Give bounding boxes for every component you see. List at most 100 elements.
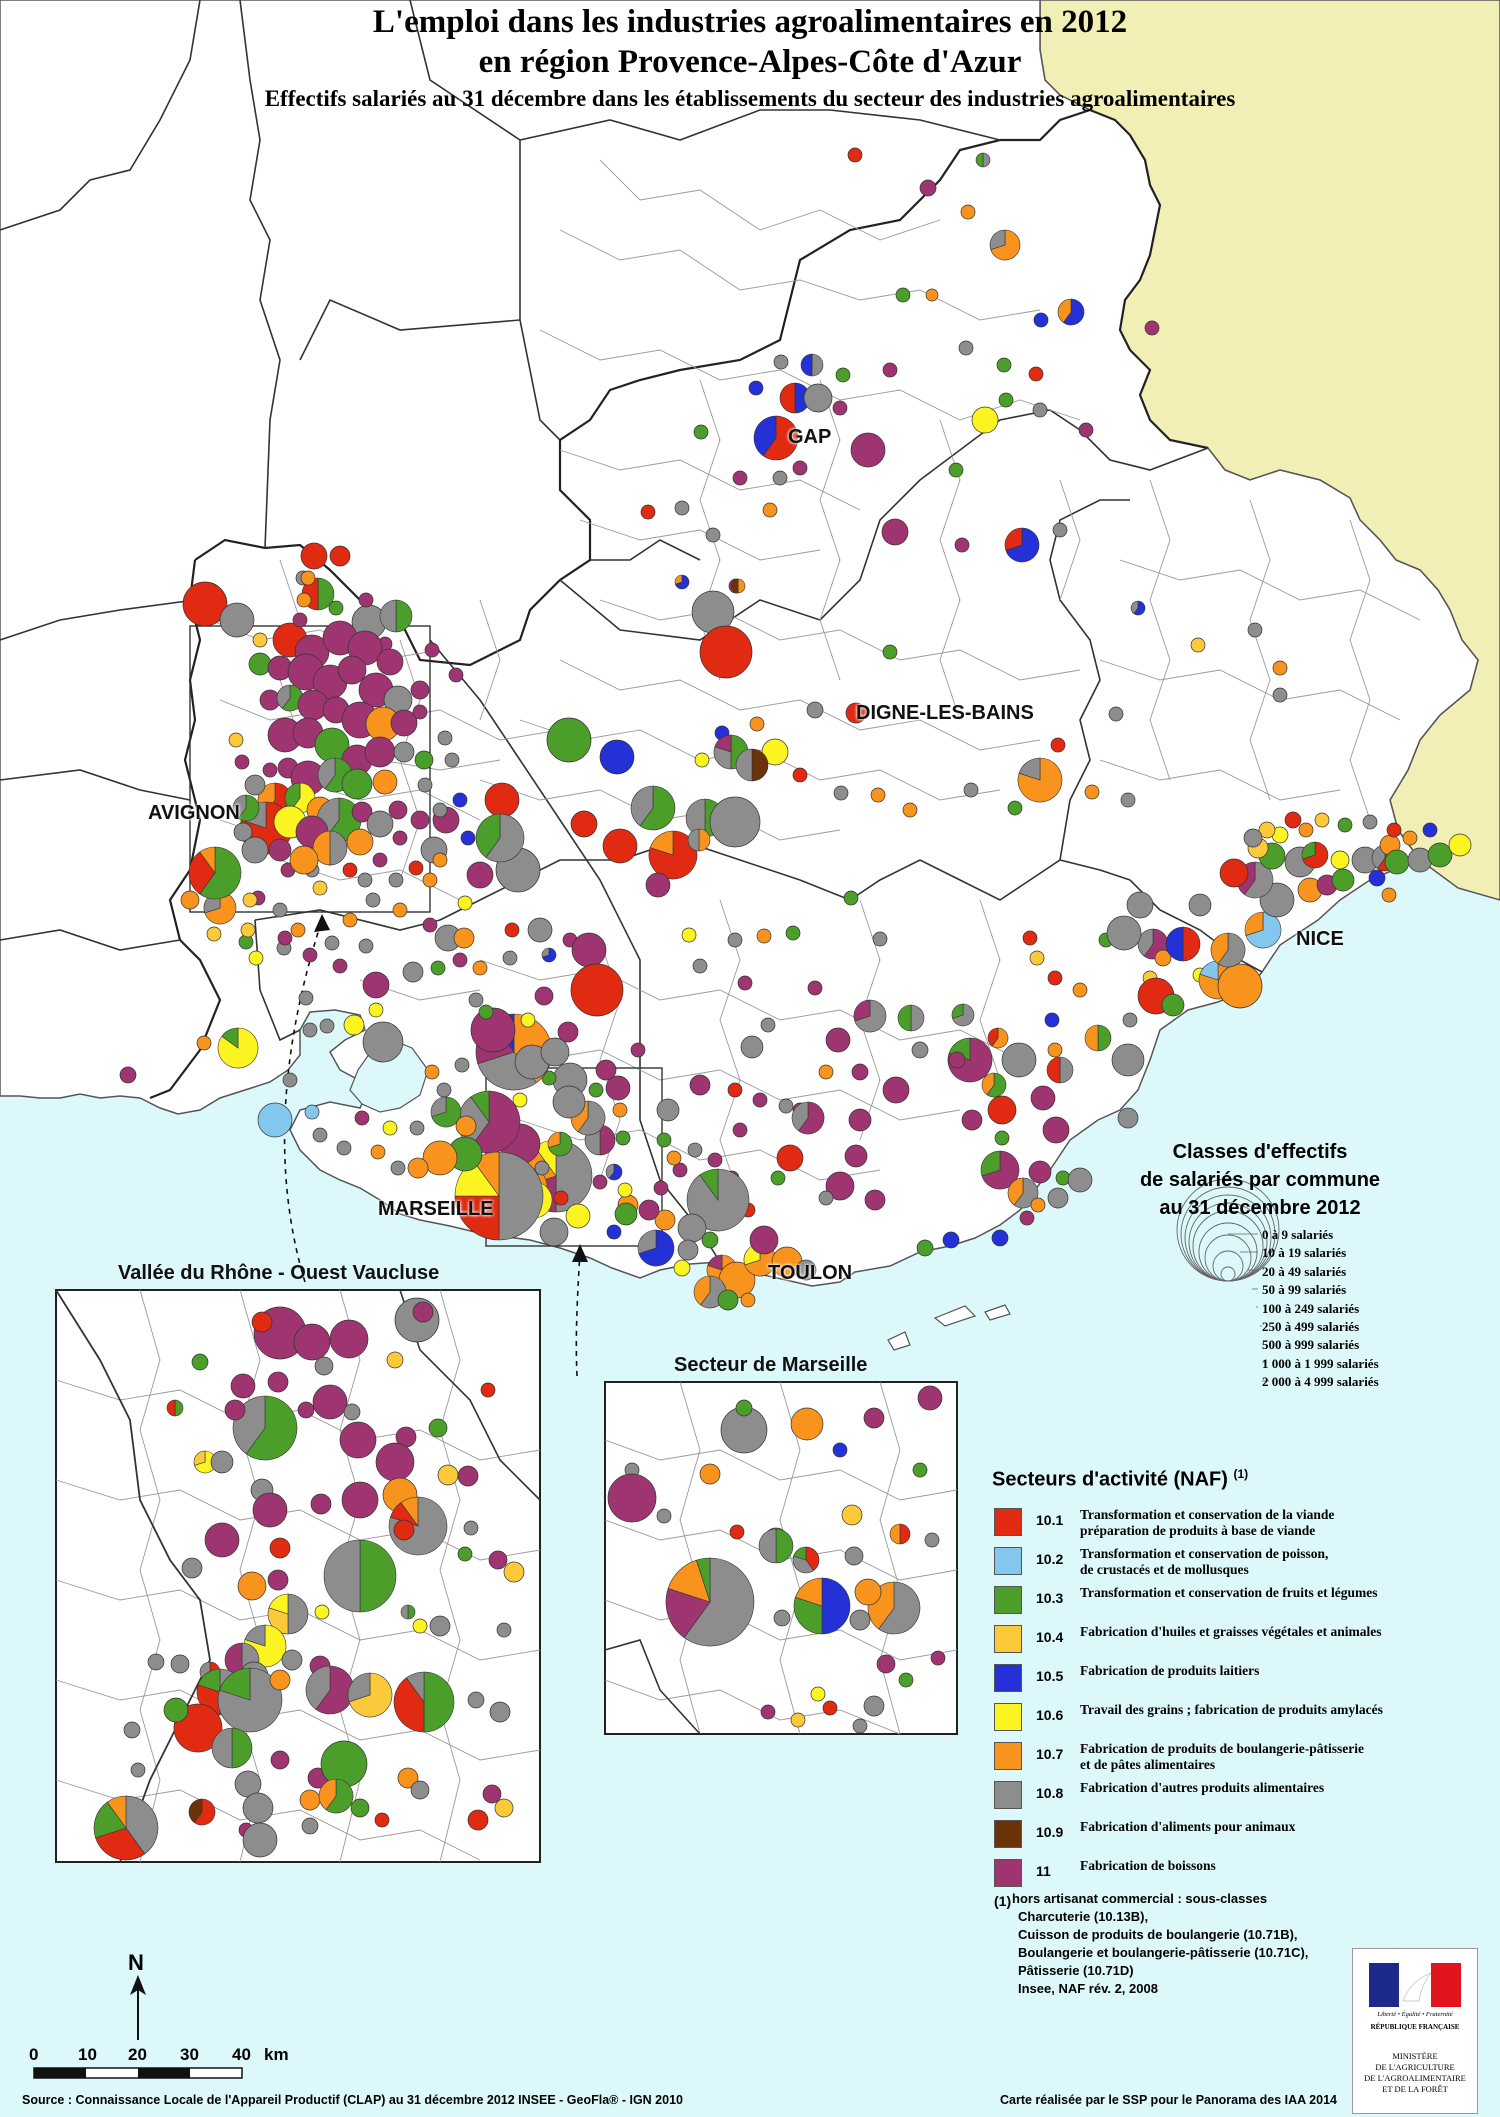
pie-slice: [1386, 822, 1402, 838]
commune-pie-symbol: [599, 739, 635, 775]
pie-slice: [942, 1231, 960, 1249]
commune-pie-symbol: [238, 934, 254, 950]
commune-pie-symbol: [795, 1259, 817, 1281]
pie-slice: [606, 1224, 622, 1240]
size-class-label: 0 à 9 salariés: [1262, 1227, 1334, 1242]
commune-pie-symbol: [833, 785, 849, 801]
pie-slice: [468, 992, 484, 1008]
pie-slice: [423, 1671, 455, 1733]
commune-pie-symbol: [455, 1115, 477, 1137]
pie-slice: [242, 1792, 274, 1824]
pie-slice: [800, 353, 813, 377]
pie-slice: [422, 1140, 458, 1176]
commune-pie-symbol: [961, 1109, 983, 1131]
commune-pie-symbol: [374, 1812, 390, 1828]
pie-slice: [778, 1098, 794, 1114]
sector-code: 10.1: [1036, 1512, 1064, 1528]
commune-pie-symbol: [1047, 970, 1063, 986]
commune-pie-symbol: [681, 927, 697, 943]
commune-pie-symbol: [269, 1669, 291, 1691]
sector-label: Travail des grains ; fabrication de prod…: [1080, 1702, 1383, 1717]
commune-pie-symbol: [553, 1190, 569, 1206]
commune-pie-symbol: [341, 1481, 379, 1519]
pie-slice: [693, 424, 709, 440]
pie-slice: [924, 1532, 940, 1548]
commune-pie-symbol: [760, 1704, 776, 1720]
commune-pie-symbol: [314, 1356, 334, 1376]
size-class-list: 0 à 9 salariés 10 à 19 salariés 20 à 49 …: [1262, 1226, 1379, 1392]
region-boundary: [194, 108, 1209, 667]
commune-pie-symbol: [1057, 298, 1085, 326]
pie-slice: [996, 357, 1012, 373]
commune-pie-symbol: [310, 1493, 332, 1515]
pie-slice: [368, 1002, 384, 1018]
pie-slice: [502, 950, 518, 966]
commune-pie-symbol: [489, 1701, 511, 1723]
pie-slice: [1130, 600, 1139, 615]
pie-slice: [898, 1672, 914, 1688]
pie-slice: [653, 1180, 669, 1196]
commune-pie-symbol: [224, 1399, 246, 1421]
pie-slice: [319, 1018, 335, 1034]
commune-pie-symbol: [414, 750, 434, 770]
commune-pie-symbol: [730, 578, 746, 594]
pie-slice: [674, 574, 683, 585]
pie-slice: [320, 1740, 368, 1788]
pie-slice: [694, 752, 710, 768]
pie-slice: [1111, 1043, 1145, 1077]
pie-slice: [412, 1618, 428, 1634]
pie-slice: [948, 1051, 966, 1069]
pie-slice: [317, 757, 336, 790]
footnote-line: Charcuterie (10.13B),: [1018, 1909, 1149, 1924]
pie-slice: [987, 1095, 1017, 1125]
pie-slice: [300, 570, 316, 586]
commune-pie-symbol: [488, 1550, 508, 1570]
commune-pie-symbol: [393, 741, 415, 763]
commune-pie-symbol: [339, 1421, 377, 1459]
pie-slice: [248, 652, 272, 676]
commune-pie-symbol: [851, 1063, 869, 1081]
commune-pie-symbol: [847, 147, 863, 163]
pie-slice: [882, 362, 898, 378]
pie-slice: [382, 1120, 398, 1136]
commune-pie-symbol: [269, 1537, 291, 1559]
pie-slice: [599, 739, 635, 775]
pie-slice: [672, 1162, 688, 1178]
commune-pie-symbol: [699, 625, 753, 679]
pie-slice: [408, 860, 424, 876]
pie-slice: [1084, 1024, 1099, 1052]
pie-slice: [1050, 737, 1066, 753]
pie-slice: [832, 1442, 848, 1458]
pie-slice: [362, 1021, 404, 1063]
sector-swatch: [994, 1781, 1022, 1809]
pie-slice: [1126, 891, 1154, 919]
sector-legend-title: Secteurs d'activité (NAF) (1): [992, 1467, 1248, 1492]
commune-pie-symbol: [540, 1037, 570, 1067]
pie-slice: [472, 960, 488, 976]
pie-slice: [343, 1403, 361, 1421]
pie-slice: [687, 1142, 703, 1158]
pie-slice: [565, 1203, 591, 1229]
rhone-inset-frame: [55, 1289, 541, 1863]
pie-slice: [1033, 312, 1049, 328]
pie-slice: [971, 406, 999, 434]
pie-slice: [1161, 993, 1185, 1017]
commune-pie-symbol: [882, 644, 898, 660]
commune-pie-symbol: [1422, 822, 1438, 838]
pie-slice: [244, 1624, 266, 1647]
commune-pie-symbol: [602, 828, 638, 864]
sector-swatch: [994, 1625, 1022, 1653]
ministry-logo: Liberté • Égalité • Fraternité RÉPUBLIQU…: [1352, 1948, 1478, 2114]
size-class-label: 250 à 499 salariés: [1262, 1319, 1360, 1335]
commune-pie-symbol: [987, 1027, 1009, 1049]
pie-slice: [770, 1170, 786, 1186]
commune-pie-symbol: [653, 1180, 669, 1196]
pie-slice: [287, 1593, 309, 1635]
commune-pie-symbol: [170, 1654, 190, 1674]
marseille-inset-title: Secteur de Marseille: [674, 1354, 868, 1376]
commune-pie-symbol: [417, 777, 433, 793]
pie-slice: [1381, 887, 1397, 903]
pie-slice: [298, 990, 314, 1006]
pie-slice: [1007, 800, 1023, 816]
commune-pie-symbol: [1130, 600, 1146, 616]
